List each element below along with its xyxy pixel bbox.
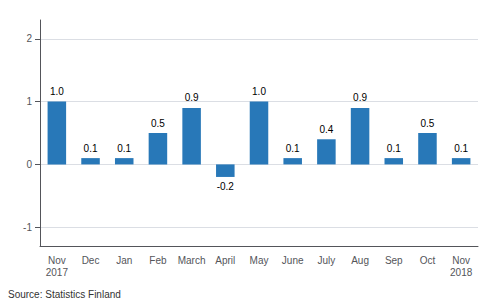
svg-text:0.5: 0.5 bbox=[421, 118, 435, 129]
svg-text:1.0: 1.0 bbox=[252, 86, 266, 97]
svg-text:1: 1 bbox=[26, 96, 32, 107]
svg-text:0.1: 0.1 bbox=[117, 143, 131, 154]
svg-text:0: 0 bbox=[26, 159, 32, 170]
svg-text:2018: 2018 bbox=[450, 267, 473, 278]
svg-text:0.9: 0.9 bbox=[185, 92, 199, 103]
svg-text:Dec: Dec bbox=[82, 255, 100, 266]
svg-text:0.1: 0.1 bbox=[454, 143, 468, 154]
svg-text:-0.2: -0.2 bbox=[217, 181, 235, 192]
svg-text:Sep: Sep bbox=[385, 255, 403, 266]
svg-text:Source: Statistics Finland: Source: Statistics Finland bbox=[8, 289, 121, 300]
svg-text:0.5: 0.5 bbox=[151, 118, 165, 129]
svg-text:0.1: 0.1 bbox=[84, 143, 98, 154]
svg-text:2017: 2017 bbox=[46, 267, 69, 278]
svg-text:July: July bbox=[317, 255, 335, 266]
svg-text:Feb: Feb bbox=[149, 255, 167, 266]
svg-text:June: June bbox=[282, 255, 304, 266]
svg-text:1.0: 1.0 bbox=[50, 86, 64, 97]
svg-text:Jan: Jan bbox=[116, 255, 132, 266]
svg-text:2: 2 bbox=[26, 33, 32, 44]
svg-text:Oct: Oct bbox=[420, 255, 436, 266]
svg-text:0.4: 0.4 bbox=[319, 124, 333, 135]
svg-text:March: March bbox=[178, 255, 206, 266]
svg-text:0.1: 0.1 bbox=[387, 143, 401, 154]
svg-text:-1: -1 bbox=[23, 222, 32, 233]
svg-text:0.9: 0.9 bbox=[353, 92, 367, 103]
svg-text:May: May bbox=[250, 255, 269, 266]
svg-text:April: April bbox=[215, 255, 235, 266]
svg-text:Nov: Nov bbox=[48, 255, 66, 266]
svg-text:Nov: Nov bbox=[452, 255, 470, 266]
svg-text:0.1: 0.1 bbox=[286, 143, 300, 154]
svg-text:Aug: Aug bbox=[351, 255, 369, 266]
